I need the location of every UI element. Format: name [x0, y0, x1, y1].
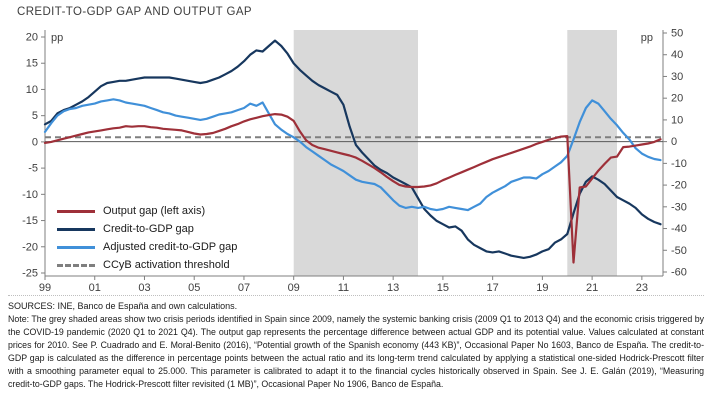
svg-text:-25: -25 — [22, 268, 38, 280]
svg-text:-20: -20 — [22, 241, 38, 253]
svg-text:99: 99 — [39, 282, 51, 294]
axes — [41, 30, 667, 280]
adjusted-credit-gap-line-swatch — [57, 245, 95, 249]
svg-text:50: 50 — [671, 28, 683, 40]
svg-text:09: 09 — [288, 282, 300, 294]
series-line-adjusted-credit-to-gdp-gap — [43, 98, 662, 212]
legend-item-output-gap: Output gap (left axis) — [57, 202, 237, 220]
svg-text:03: 03 — [138, 282, 150, 294]
axis-labels: 20151050-5-10-15-20-2550403020100-10-20-… — [22, 28, 687, 295]
left-axis-unit: pp — [51, 32, 63, 44]
svg-text:01: 01 — [89, 282, 101, 294]
legend-label-output-gap: Output gap (left axis) — [103, 205, 206, 217]
svg-text:5: 5 — [32, 110, 38, 122]
svg-text:10: 10 — [26, 84, 38, 96]
chart-legend: Output gap (left axis) Credit-to-GDP gap… — [57, 202, 237, 274]
svg-text:-30: -30 — [671, 201, 687, 213]
svg-text:-50: -50 — [671, 245, 687, 257]
credit-gap-line-swatch — [57, 227, 95, 231]
right-axis-unit: pp — [641, 32, 653, 44]
svg-text:-60: -60 — [671, 267, 687, 279]
sources-line: SOURCES: INE, Banco de España and own ca… — [8, 301, 238, 311]
note-text: Note: The grey shaded areas show two cri… — [8, 314, 704, 389]
figure-footer: SOURCES: INE, Banco de España and own ca… — [8, 295, 704, 390]
ccyb-threshold-dash-swatch — [57, 263, 95, 267]
svg-text:10: 10 — [671, 114, 683, 126]
svg-text:-15: -15 — [22, 215, 38, 227]
chart-title: CREDIT-TO-GDP GAP AND OUTPUT GAP — [17, 6, 252, 18]
svg-text:05: 05 — [188, 282, 200, 294]
svg-text:-10: -10 — [671, 158, 687, 170]
legend-item-adjusted-credit-gap: Adjusted credit-to-GDP gap — [57, 238, 237, 256]
svg-text:17: 17 — [487, 282, 499, 294]
svg-text:-20: -20 — [671, 180, 687, 192]
svg-text:30: 30 — [671, 71, 683, 83]
legend-item-credit-gap: Credit-to-GDP gap — [57, 220, 237, 238]
svg-text:13: 13 — [387, 282, 399, 294]
svg-text:-40: -40 — [671, 223, 687, 235]
svg-text:15: 15 — [26, 58, 38, 70]
svg-text:40: 40 — [671, 49, 683, 61]
svg-text:-5: -5 — [28, 163, 38, 175]
svg-text:21: 21 — [586, 282, 598, 294]
svg-text:15: 15 — [437, 282, 449, 294]
output-gap-line-swatch — [57, 209, 95, 213]
svg-text:20: 20 — [671, 93, 683, 105]
svg-text:23: 23 — [636, 282, 648, 294]
svg-text:-10: -10 — [22, 189, 38, 201]
svg-text:0: 0 — [671, 136, 677, 148]
svg-text:11: 11 — [338, 282, 349, 294]
legend-label-ccyb-threshold: CCyB activation threshold — [103, 259, 230, 271]
crisis-band-1 — [293, 30, 418, 276]
legend-item-ccyb-threshold: CCyB activation threshold — [57, 256, 237, 274]
series-line-credit-to-gdp-gap — [43, 39, 662, 259]
svg-text:19: 19 — [536, 282, 548, 294]
svg-text:0: 0 — [32, 136, 38, 148]
chart-canvas: 20151050-5-10-15-20-2550403020100-10-20-… — [22, 28, 687, 295]
series-line-output-gap-left-axis — [43, 112, 662, 264]
svg-text:07: 07 — [238, 282, 250, 294]
svg-text:20: 20 — [26, 32, 38, 44]
legend-label-credit-gap: Credit-to-GDP gap — [103, 223, 194, 235]
legend-label-adjusted-credit-gap: Adjusted credit-to-GDP gap — [103, 241, 238, 253]
